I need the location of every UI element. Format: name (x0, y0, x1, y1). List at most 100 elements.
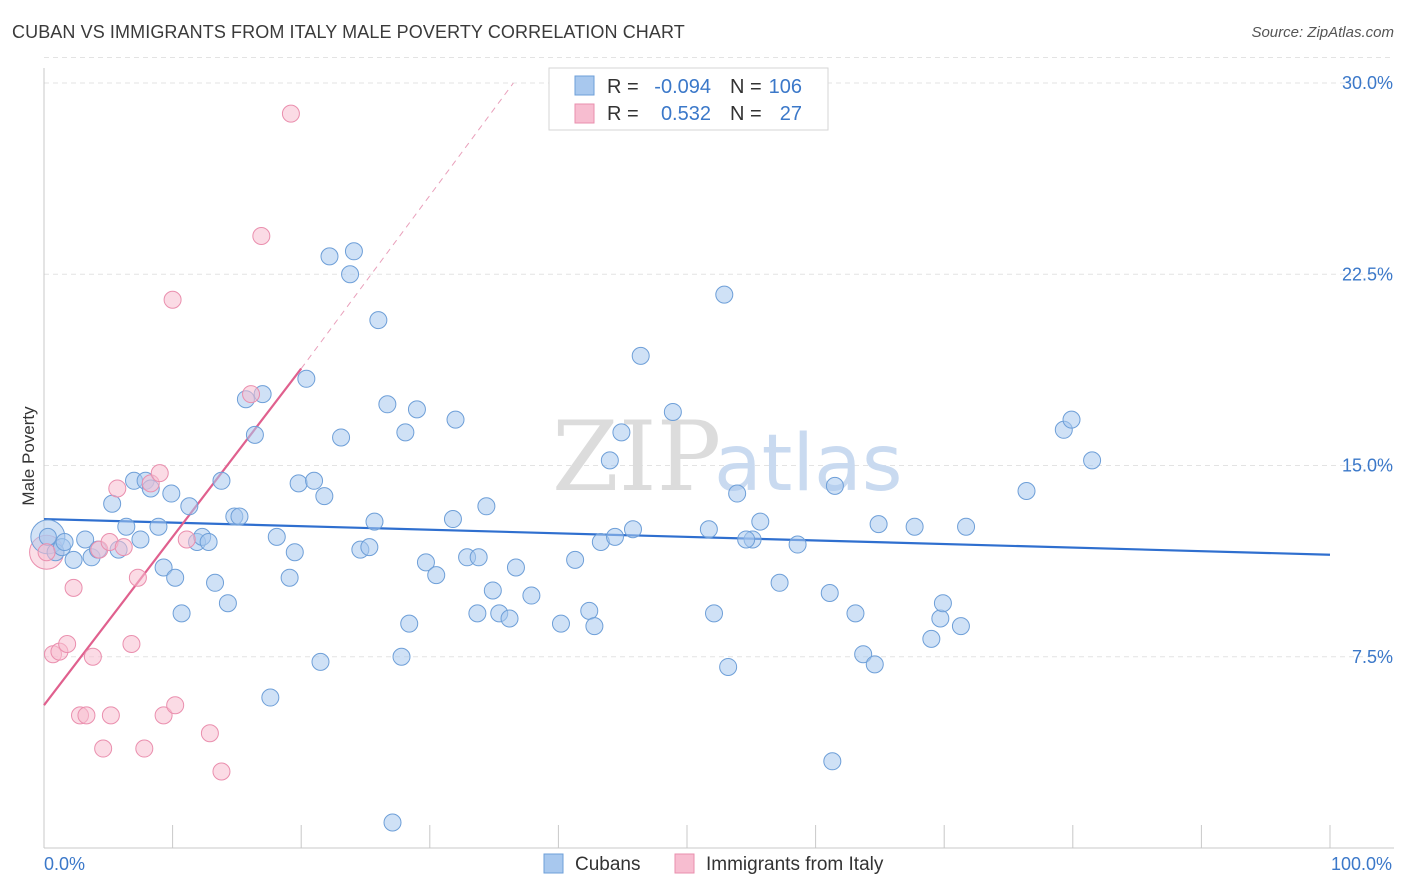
data-point-cubans (245, 425, 264, 444)
data-point-cubans (951, 617, 970, 636)
data-point-italy (150, 464, 169, 483)
data-point-italy (77, 706, 96, 725)
data-points (29, 104, 1102, 832)
data-point-cubans (443, 510, 462, 529)
data-point-cubans (315, 487, 334, 506)
trend-lines (43, 82, 1331, 706)
data-point-cubans (311, 652, 330, 671)
data-point-cubans (933, 594, 952, 613)
data-point-cubans (580, 601, 599, 620)
data-point-cubans (770, 573, 789, 592)
legend-r-label-1: R = (607, 76, 639, 98)
data-point-cubans (103, 494, 122, 513)
data-point-italy (64, 578, 83, 597)
y-axis-label: Male Poverty (19, 406, 38, 506)
data-point-cubans (506, 558, 525, 577)
data-point-italy (37, 543, 56, 562)
data-point-cubans (737, 530, 756, 549)
data-point-italy (83, 647, 102, 666)
data-point-cubans (823, 752, 842, 771)
legend-swatch-italy (574, 103, 595, 124)
legend-r-value-1: -0.094 (654, 76, 711, 98)
data-point-cubans (383, 813, 402, 832)
data-point-cubans (612, 423, 631, 442)
data-point-cubans (715, 285, 734, 304)
data-point-cubans (154, 558, 173, 577)
data-point-cubans (64, 550, 83, 569)
series-legend-label-cubans: Cubans (575, 854, 641, 875)
data-point-cubans (199, 533, 218, 551)
data-point-cubans (469, 548, 488, 567)
data-point-cubans (825, 476, 844, 495)
watermark-zip: ZIP (552, 401, 721, 513)
data-point-cubans (551, 614, 570, 633)
data-point-cubans (854, 645, 873, 664)
legend-n-label-2: N = (730, 103, 762, 125)
data-point-cubans (957, 517, 976, 536)
data-point-cubans (922, 629, 941, 648)
data-point-cubans (360, 538, 379, 557)
data-point-italy (108, 479, 127, 498)
data-point-cubans (705, 604, 724, 623)
data-point-cubans (332, 428, 351, 447)
data-point-cubans (400, 614, 419, 633)
legend-box (548, 67, 829, 131)
data-point-cubans (500, 609, 519, 628)
data-point-italy (166, 696, 185, 715)
data-point-cubans (1017, 482, 1036, 500)
data-point-cubans (149, 517, 168, 536)
chart-title: CUBAN VS IMMIGRANTS FROM ITALY MALE POVE… (12, 22, 685, 42)
data-point-cubans (446, 410, 465, 429)
data-point-cubans (585, 617, 604, 636)
legend-n-value-2: 27 (780, 103, 802, 125)
data-point-cubans (392, 647, 411, 666)
y-tick-labels: 7.5% 15.0% 22.5% 30.0% (1342, 73, 1393, 667)
data-point-italy (135, 739, 154, 758)
data-point-cubans (905, 517, 924, 536)
data-point-cubans (728, 484, 747, 503)
data-point-cubans (865, 655, 884, 674)
data-point-cubans (369, 311, 388, 330)
data-point-cubans (230, 507, 249, 526)
data-point-cubans (751, 512, 770, 531)
data-point-cubans (131, 530, 150, 549)
data-point-cubans (320, 247, 339, 266)
data-point-italy (252, 227, 271, 245)
data-point-cubans (280, 568, 299, 587)
correlation-legend: R = -0.094 N = 106 R = 0.532 N = 27 (548, 67, 829, 131)
data-point-italy (242, 385, 261, 404)
data-point-cubans (76, 530, 95, 549)
data-point-cubans (162, 484, 181, 503)
watermark: ZIP atlas (552, 401, 903, 513)
y-tick-label: 22.5% (1342, 264, 1393, 284)
data-point-italy (58, 635, 77, 653)
legend-r-value-2: 0.532 (661, 103, 711, 125)
data-point-italy (212, 762, 231, 781)
data-point-cubans (416, 553, 435, 572)
data-point-cubans (600, 451, 619, 470)
data-point-italy (163, 290, 182, 309)
legend-n-label-1: N = (730, 76, 762, 98)
data-point-cubans (172, 604, 191, 623)
data-point-cubans (344, 242, 363, 261)
data-point-cubans (180, 497, 199, 516)
data-point-cubans (931, 609, 950, 628)
data-point-cubans (1083, 451, 1102, 470)
data-point-cubans (483, 581, 502, 600)
legend-r-label-2: R = (607, 103, 639, 125)
data-point-cubans (396, 423, 415, 442)
data-point-cubans (341, 265, 360, 284)
legend-swatch-cubans (574, 75, 595, 96)
data-point-cubans (117, 517, 136, 536)
data-point-cubans (699, 520, 718, 539)
data-point-italy (200, 724, 219, 743)
data-point-cubans (38, 527, 57, 546)
source-label: Source: ZipAtlas.com (1251, 24, 1394, 41)
data-point-cubans (427, 566, 446, 585)
trend-line-extension (300, 82, 514, 369)
data-point-italy (101, 706, 120, 725)
data-point-cubans (477, 497, 496, 516)
data-point-cubans (212, 471, 231, 490)
data-point-cubans (166, 568, 185, 587)
trend-line-italy (43, 367, 303, 706)
